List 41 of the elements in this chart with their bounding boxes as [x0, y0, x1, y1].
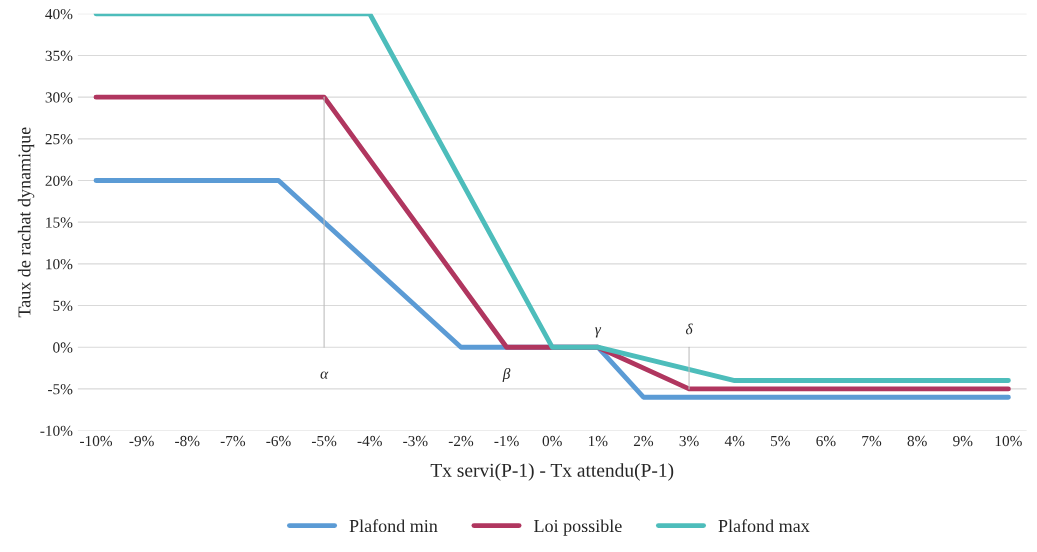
annotation: γ [595, 327, 602, 338]
y-tick-label: 30% [45, 92, 73, 103]
x-tick-label: -9% [129, 435, 154, 447]
legend-label: Plafond max [718, 519, 810, 533]
legend-label: Plafond min [349, 519, 438, 533]
legend-label: Loi possible [534, 519, 622, 536]
y-axis-title: Taux de rachat dynamique [17, 127, 35, 318]
annotation: β [502, 367, 511, 382]
y-tick-label: -5% [48, 384, 73, 395]
y-tick-label: 35% [45, 50, 73, 61]
y-tick-label: 10% [46, 259, 73, 270]
x-tick-label: 1% [588, 435, 608, 447]
y-tick-label: 40% [45, 8, 73, 20]
y-tick-label: 25% [45, 133, 73, 145]
x-tick-label: 8% [907, 435, 927, 447]
x-tick-label: 9% [953, 435, 973, 447]
x-tick-label: 0% [542, 435, 562, 447]
x-tick-label: 10% [995, 435, 1022, 447]
x-tick-label: -7% [220, 435, 246, 447]
y-tick-label: 5% [53, 300, 73, 312]
x-tick-label: -6% [266, 435, 291, 447]
x-tick-label: -2% [448, 435, 474, 447]
x-tick-label: -4% [357, 435, 382, 447]
x-tick-label: -5% [311, 435, 337, 447]
annotation: α [320, 371, 329, 379]
x-tick-label: 4% [724, 435, 745, 447]
x-tick-label: 6% [816, 435, 836, 447]
x-tick-label: 7% [862, 435, 882, 447]
annotation: δ [685, 323, 693, 335]
y-tick-label: 15% [46, 217, 73, 228]
x-axis-title: Tx servi(P-1) - Tx attendu(P-1) [430, 463, 674, 481]
y-tick-label: 20% [45, 175, 73, 187]
x-tick-label: -3% [403, 435, 428, 447]
x-tick-label: 5% [771, 435, 790, 447]
x-tick-label: -8% [175, 435, 200, 447]
x-tick-label: -1% [494, 435, 519, 447]
y-tick-label: -10% [40, 425, 73, 437]
x-tick-label: -10% [80, 435, 113, 447]
y-tick-label: 0% [53, 342, 73, 353]
x-tick-label: 3% [679, 435, 699, 447]
x-tick-label: 2% [633, 435, 654, 447]
